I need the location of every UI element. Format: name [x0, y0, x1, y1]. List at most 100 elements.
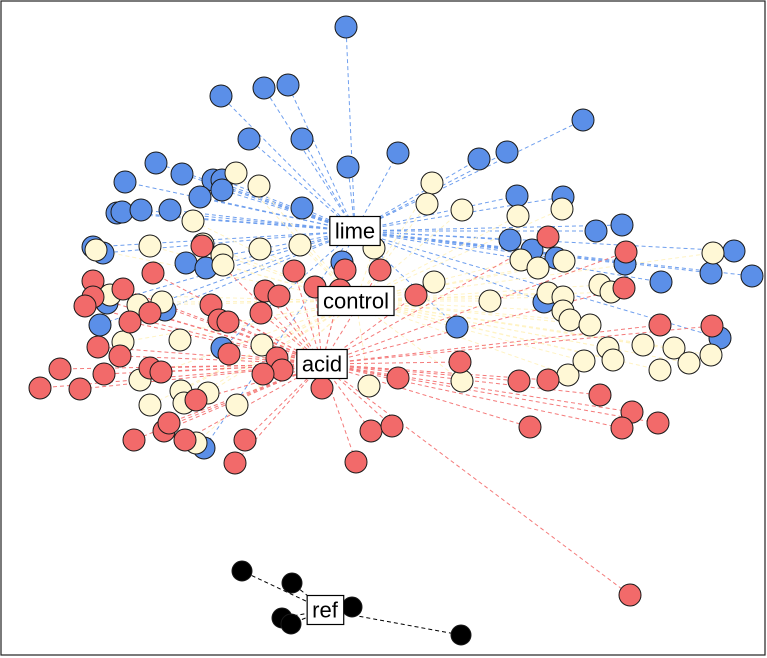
- point-acid: [68, 377, 92, 401]
- spider-line-acid: [184, 363, 323, 441]
- point-lime: [495, 140, 519, 164]
- spider-line-acid: [314, 286, 323, 365]
- point-control: [224, 161, 248, 185]
- point-lime: [336, 155, 360, 179]
- spider-line-control: [355, 209, 463, 302]
- spider-line-acid: [92, 280, 323, 365]
- spider-line-control: [122, 300, 357, 343]
- point-acid: [648, 313, 672, 337]
- spider-line-lime: [263, 87, 356, 232]
- point-acid: [646, 411, 670, 435]
- spider-line-acid: [321, 363, 633, 413]
- data-points: [28, 15, 764, 646]
- point-acid: [536, 225, 560, 249]
- spider-line-acid: [149, 363, 323, 369]
- spider-line-control: [299, 244, 357, 302]
- spider-line-control: [355, 300, 591, 326]
- spider-line-lime: [199, 196, 356, 232]
- point-lime: [170, 162, 194, 186]
- point-acid: [216, 310, 240, 334]
- point-acid: [386, 366, 410, 390]
- spider-line-acid: [79, 363, 323, 390]
- spider-line-acid: [321, 363, 549, 381]
- point-acid: [122, 428, 146, 452]
- spider-line-acid: [39, 363, 323, 389]
- point-lime: [467, 147, 491, 171]
- point-acid: [157, 411, 181, 435]
- spider-line-lime: [92, 230, 356, 248]
- point-lime: [649, 270, 673, 294]
- spider-line-acid: [321, 251, 627, 365]
- point-ref: [231, 560, 253, 582]
- point-acid: [184, 388, 208, 412]
- point-lime: [699, 261, 723, 285]
- spider-line-acid: [321, 363, 623, 429]
- point-control: [420, 171, 444, 195]
- point-acid: [380, 414, 404, 438]
- point-acid: [111, 277, 135, 301]
- spider-line-acid: [168, 363, 323, 424]
- point-lime: [290, 127, 314, 151]
- point-acid: [344, 450, 368, 474]
- spider-line-lime: [116, 212, 356, 232]
- spider-line-lime: [354, 230, 662, 283]
- point-control: [415, 192, 439, 216]
- point-control: [181, 209, 205, 233]
- point-acid: [149, 360, 173, 384]
- group-label-box-acid: [296, 348, 348, 380]
- point-lime: [276, 73, 300, 97]
- spider-line-acid: [321, 294, 417, 365]
- group-label-box-control: [317, 285, 395, 317]
- point-ref: [280, 613, 302, 635]
- point-control: [211, 253, 235, 277]
- point-acid: [448, 350, 472, 374]
- point-lime: [210, 178, 234, 202]
- point-control: [288, 233, 312, 257]
- point-control: [422, 270, 446, 294]
- point-acid: [233, 428, 257, 452]
- point-acid: [28, 376, 52, 400]
- point-acid: [333, 258, 357, 282]
- spider-line-acid: [234, 363, 323, 464]
- point-lime: [158, 198, 182, 222]
- point-lime: [740, 264, 764, 288]
- spider-line-lime: [345, 26, 356, 232]
- point-control: [648, 358, 672, 382]
- spider-line-lime: [181, 173, 356, 232]
- point-acid: [359, 419, 383, 443]
- spider-line-acid: [321, 269, 381, 365]
- point-control: [84, 238, 108, 262]
- point-control: [138, 393, 162, 417]
- spider-line-lime: [140, 209, 356, 232]
- point-control: [677, 351, 701, 375]
- point-control: [601, 348, 625, 372]
- spider-line-control: [109, 294, 357, 302]
- point-lime: [334, 15, 358, 39]
- group-label-ref: ref: [312, 598, 339, 623]
- point-acid: [282, 259, 306, 283]
- point-acid: [251, 362, 275, 386]
- point-acid: [173, 428, 197, 452]
- point-control: [631, 333, 655, 357]
- point-acid: [217, 342, 241, 366]
- group-label-lime: lime: [335, 219, 375, 244]
- spider-line-acid: [293, 270, 323, 365]
- point-lime: [129, 198, 153, 222]
- point-acid: [249, 301, 273, 325]
- point-acid: [190, 234, 214, 258]
- point-acid: [618, 583, 642, 607]
- spider-line-control: [161, 300, 357, 303]
- spider-line-acid: [321, 325, 713, 365]
- point-lime: [571, 108, 595, 132]
- group-label-box-lime: [329, 215, 381, 247]
- point-acid: [610, 416, 634, 440]
- point-lime: [237, 127, 261, 151]
- spider-line-lime: [121, 211, 356, 232]
- point-acid: [536, 368, 560, 392]
- point-control: [450, 198, 474, 222]
- point-control: [572, 349, 596, 373]
- point-control: [701, 241, 725, 265]
- point-control: [250, 333, 274, 357]
- spider-line-lime: [221, 230, 356, 349]
